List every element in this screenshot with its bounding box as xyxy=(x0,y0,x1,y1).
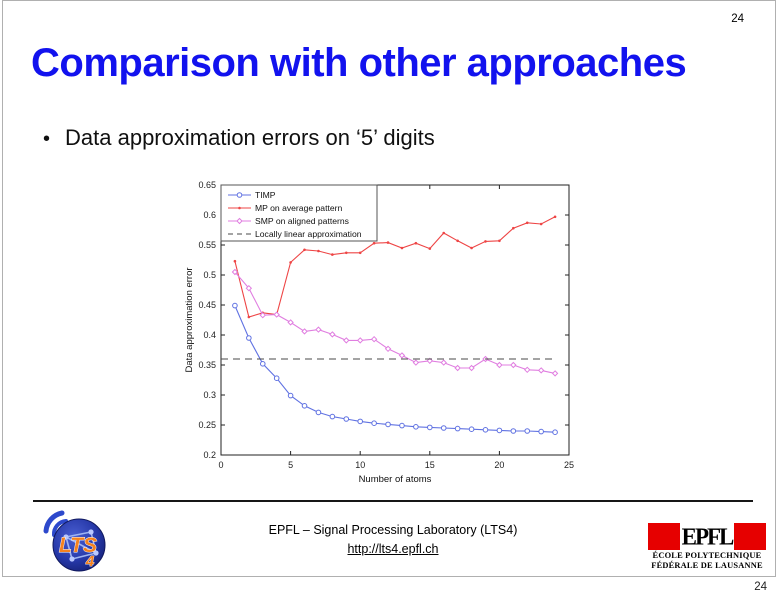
epfl-logo-red-right xyxy=(734,523,766,550)
bullet-text: Data approximation errors on ‘5’ digits xyxy=(65,125,435,150)
svg-text:0: 0 xyxy=(218,460,223,470)
slide-page-number-top: 24 xyxy=(731,13,744,25)
slide: 24 Comparison with other approaches • Da… xyxy=(2,0,776,577)
lts4-logo-digit: 4 xyxy=(85,553,95,570)
epfl-logo-band: EPFL xyxy=(648,523,766,550)
page-title: Comparison with other approaches xyxy=(31,41,687,85)
svg-text:0.6: 0.6 xyxy=(203,210,216,220)
svg-text:20: 20 xyxy=(494,460,504,470)
svg-text:Locally linear approximation: Locally linear approximation xyxy=(255,229,362,239)
footer-text-block: EPFL – Signal Processing Laboratory (LTS… xyxy=(203,522,583,557)
epfl-logo-red-left xyxy=(648,523,680,550)
svg-text:5: 5 xyxy=(288,460,293,470)
epfl-logo: EPFL ÉCOLE POLYTECHNIQUE FÉDÉRALE DE LAU… xyxy=(648,523,766,571)
svg-text:0.4: 0.4 xyxy=(203,330,216,340)
svg-text:15: 15 xyxy=(425,460,435,470)
svg-text:0.25: 0.25 xyxy=(198,420,216,430)
svg-text:0.5: 0.5 xyxy=(203,270,216,280)
epfl-logo-glyph-box: EPFL xyxy=(679,522,735,550)
svg-text:TIMP: TIMP xyxy=(255,190,276,200)
footer-lab-name: EPFL – Signal Processing Laboratory (LTS… xyxy=(268,523,518,537)
svg-text:0.35: 0.35 xyxy=(198,360,216,370)
svg-text:0.3: 0.3 xyxy=(203,390,216,400)
epfl-caption-line2: FÉDÉRALE DE LAUSANNE xyxy=(651,560,763,570)
svg-text:0.45: 0.45 xyxy=(198,300,216,310)
svg-text:Data approximation error: Data approximation error xyxy=(184,267,195,372)
footer-link[interactable]: http://lts4.epfl.ch xyxy=(347,541,439,556)
approximation-error-chart: 0 5 10 15 20 25 0.2 0.25 0.3 0.35 0.4 0.45 0.5 0.55 0.… xyxy=(184,180,574,485)
svg-text:25: 25 xyxy=(564,460,574,470)
lts4-logo: LTS 4 xyxy=(43,510,106,572)
bottom-page-number: 24 xyxy=(754,581,767,593)
bullet-icon: • xyxy=(43,128,51,150)
svg-text:MP on average pattern: MP on average pattern xyxy=(255,203,342,213)
svg-text:Number of atoms: Number of atoms xyxy=(359,474,432,485)
network-graph-icon xyxy=(63,529,99,562)
footer-divider xyxy=(33,500,753,502)
svg-text:0.65: 0.65 xyxy=(198,180,216,190)
epfl-logo-glyph: EPFL xyxy=(681,522,735,550)
svg-text:0.55: 0.55 xyxy=(198,240,216,250)
svg-text:0.2: 0.2 xyxy=(203,450,216,460)
signal-waves-icon xyxy=(43,510,68,537)
svg-text:SMP on aligned patterns: SMP on aligned patterns xyxy=(255,216,349,226)
epfl-caption-line1: ÉCOLE POLYTECHNIQUE xyxy=(652,551,762,560)
lts4-logo-text: LTS xyxy=(59,534,97,557)
svg-text:10: 10 xyxy=(355,460,365,470)
epfl-logo-caption: ÉCOLE POLYTECHNIQUE FÉDÉRALE DE LAUSANNE xyxy=(648,551,766,571)
bullet-item: • Data approximation errors on ‘5’ digit… xyxy=(43,125,435,151)
